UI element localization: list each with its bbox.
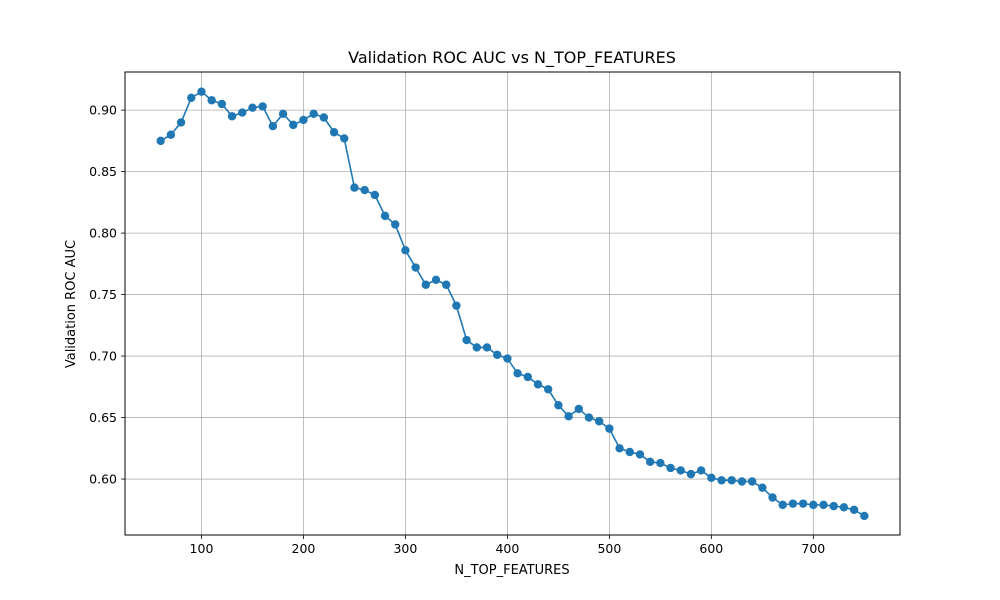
data-point [493,350,502,360]
data-point [258,102,267,111]
plot-area-frame [124,71,901,536]
data-point [605,424,614,433]
data-point [594,417,604,426]
y-tick-label: 0.60 [89,472,117,487]
data-point [645,457,655,467]
data-point [431,275,441,285]
data-point [278,109,288,119]
data-point [768,493,777,502]
data-point [635,450,645,459]
data-point [737,477,747,486]
x-tick-label: 700 [801,541,825,556]
data-point [615,444,624,453]
series-line [160,90,865,517]
y-axis-label: Validation ROC AUC [64,240,79,368]
data-point [350,183,359,192]
data-point [289,120,298,130]
series-layer [156,87,869,521]
x-tick-label: 600 [699,541,723,556]
data-point [666,463,675,473]
y-tick-label: 0.65 [89,410,117,425]
data-point [472,343,482,352]
data-point [809,500,818,510]
data-point [248,103,257,112]
data-point [401,246,410,255]
x-tick-label: 200 [292,541,316,556]
y-tick-label: 0.70 [89,349,117,364]
data-point [686,469,696,479]
data-point [543,385,553,394]
data-point [156,136,165,146]
data-point [207,96,216,105]
data-point [656,458,665,468]
data-point [758,483,767,492]
data-point [238,108,247,117]
data-point [839,503,849,512]
data-point [798,499,808,508]
data-point [747,477,757,486]
data-point [380,211,390,221]
y-tick-label: 0.85 [89,164,117,179]
data-point [717,476,726,485]
data-point [452,301,461,310]
grid-lines [125,72,900,535]
data-point [227,112,237,121]
x-tick-label: 100 [190,541,214,556]
data-point [217,99,227,109]
data-point [727,476,736,485]
y-tick-label: 0.90 [89,103,117,118]
data-point [166,130,176,139]
y-tick-label: 0.75 [89,287,117,302]
data-point [788,499,798,508]
data-point [819,500,828,510]
data-point [176,118,186,127]
data-point [268,121,278,131]
data-point [442,280,451,289]
data-point [696,466,706,475]
data-point [299,115,308,125]
data-point [391,220,400,229]
data-point [523,372,532,382]
data-point [574,404,583,414]
data-point [564,412,573,421]
data-point [340,134,349,143]
y-tick-label: 0.80 [89,226,117,241]
data-point [860,511,869,521]
data-point [829,501,838,511]
data-point [370,190,380,200]
data-point [482,343,492,352]
data-point [778,500,787,510]
data-point [411,263,420,272]
x-tick-label: 400 [495,541,519,556]
data-point [554,401,563,410]
data-point [533,380,543,389]
axis-ticks: 100 200 300 400 500 600 700 0.60 0.65 0.70 0.75 0.8… [89,103,825,556]
data-point [187,93,196,103]
data-point [676,466,685,475]
data-point [625,447,634,457]
data-point [421,280,431,289]
x-axis-label: N_TOP_FEATURES [454,563,569,578]
data-point [707,473,716,483]
data-point [849,505,859,514]
data-point [319,113,329,122]
data-point [197,87,206,96]
data-point [360,185,369,195]
data-point [513,369,522,378]
data-point [462,335,471,345]
x-tick-label: 300 [393,541,417,556]
data-point [309,109,318,119]
data-point [503,354,512,363]
x-tick-label: 500 [597,541,621,556]
data-point [329,128,339,137]
chart-title: Validation ROC AUC vs N_TOP_FEATURES [348,48,676,68]
data-point [584,413,594,422]
